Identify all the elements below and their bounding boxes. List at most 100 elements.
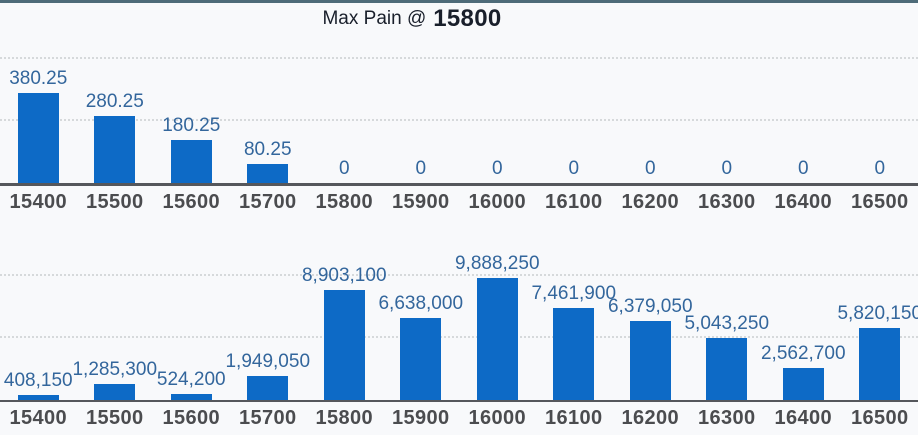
bottom-chart-x-axis-labels: 15400 15500 15600 15700 15800 15900 16000 16100…	[0, 402, 918, 435]
x-axis-label: 16300	[697, 190, 756, 213]
value-label: 180.25	[162, 115, 221, 137]
bar-column-15600: 524,200	[153, 368, 230, 400]
bar-column-16300: 0	[689, 159, 766, 183]
bar-column-16200: 0	[612, 159, 689, 183]
value-label: 6,638,000	[378, 292, 464, 314]
x-axis-label: 15900	[391, 407, 450, 429]
x-axis-label: 15900	[391, 190, 450, 213]
gridline	[0, 273, 918, 276]
bar[interactable]	[170, 393, 212, 400]
x-axis-label: 16100	[544, 190, 603, 213]
bar-column-15500: 280.25	[77, 92, 154, 183]
bar[interactable]	[17, 394, 59, 400]
value-label: 0	[721, 158, 733, 180]
value-label: 2,562,700	[760, 342, 846, 364]
x-axis-label: 15700	[238, 407, 297, 429]
x-axis-label: 15500	[85, 190, 144, 213]
x-axis-label: 15800	[315, 190, 374, 213]
bar-column-15700: 80.25	[230, 140, 307, 183]
value-label: 280.25	[85, 91, 144, 113]
x-axis-label: 16100	[544, 407, 603, 429]
bar-column-16400: 0	[765, 159, 842, 183]
bar[interactable]	[323, 289, 365, 400]
bar-column-15400: 408,150	[0, 369, 77, 400]
value-label: 1,949,050	[225, 350, 311, 372]
bar[interactable]	[94, 116, 136, 183]
gridline	[0, 57, 918, 59]
bar-column-15700: 1,949,050	[225, 351, 310, 400]
bar-column-15900: 6,638,000	[378, 293, 463, 400]
bar-column-15600: 180.25	[153, 116, 230, 183]
value-label: 7,461,900	[531, 282, 617, 304]
bar-column-16000: 9,888,250	[455, 253, 540, 400]
value-label: 80.25	[243, 139, 292, 161]
x-axis-label: 16000	[468, 190, 527, 213]
bar[interactable]	[247, 375, 289, 400]
bar[interactable]	[553, 307, 595, 400]
value-label: 0	[874, 158, 886, 180]
value-label: 524,200	[156, 368, 226, 390]
x-axis-label: 15800	[315, 407, 374, 429]
bar-column-16200: 6,379,050	[608, 296, 693, 400]
value-label: 0	[415, 158, 427, 180]
x-axis-label: 16200	[621, 407, 680, 429]
bar-column-15900: 0	[383, 159, 460, 183]
bar[interactable]	[859, 327, 901, 400]
value-label: 0	[644, 158, 656, 180]
x-axis-label: 15600	[162, 407, 221, 429]
title-prefix: Max Pain @	[322, 8, 427, 29]
x-axis-label: 16400	[774, 190, 833, 213]
x-axis-label: 16000	[468, 407, 527, 429]
value-label: 0	[568, 158, 580, 180]
bar[interactable]	[400, 317, 442, 400]
x-axis-label: 16300	[697, 407, 756, 429]
top-chart: 380.25 280.25 180.25 80.25 0 0 0 0 0 0 0 0 15400 155…	[0, 35, 918, 216]
bar[interactable]	[170, 140, 212, 183]
value-label: 8,903,100	[301, 264, 387, 286]
bar[interactable]	[247, 164, 289, 183]
page-title: Max Pain @ 15800	[0, 3, 918, 35]
bar[interactable]	[476, 277, 518, 400]
value-label: 6,379,050	[607, 295, 693, 317]
x-axis-label: 15400	[9, 407, 68, 429]
gridline	[0, 119, 918, 121]
x-axis-label: 16500	[850, 407, 909, 429]
top-chart-plot: 380.25 280.25 180.25 80.25 0 0 0 0 0 0 0 0	[0, 35, 918, 183]
x-axis-label: 16200	[621, 190, 680, 213]
x-axis-label: 15600	[162, 190, 221, 213]
value-label: 9,888,250	[454, 252, 540, 274]
value-label: 408,150	[3, 369, 73, 391]
bar[interactable]	[94, 383, 136, 400]
bottom-chart-plot: 408,150 1,285,300 524,200 1,949,050 8,903,10…	[0, 216, 918, 400]
bar-column-15800: 0	[306, 159, 383, 183]
value-label: 5,820,150	[837, 302, 918, 324]
bar-column-16000: 0	[459, 159, 536, 183]
top-chart-x-axis-line	[0, 183, 918, 186]
bar-column-16100: 7,461,900	[531, 283, 616, 400]
bar-column-15800: 8,903,100	[302, 265, 387, 400]
bar-column-15400: 380.25	[0, 69, 77, 183]
x-axis-label: 15700	[238, 190, 297, 213]
bar[interactable]	[629, 320, 671, 400]
value-label: 0	[797, 158, 809, 180]
bottom-chart-x-axis-line	[0, 399, 918, 402]
bar-column-16300: 5,043,250	[684, 313, 769, 400]
gridline	[0, 335, 918, 338]
value-label: 380.25	[9, 68, 68, 90]
bar-column-16500: 0	[842, 159, 918, 183]
bar[interactable]	[17, 93, 59, 183]
bar[interactable]	[782, 367, 824, 400]
x-axis-label: 15400	[9, 190, 68, 213]
value-label: 0	[491, 158, 503, 180]
bar-column-16400: 2,562,700	[761, 343, 846, 400]
bar-column-16100: 0	[536, 159, 613, 183]
bar-column-15500: 1,285,300	[72, 359, 157, 400]
x-axis-label: 15500	[85, 407, 144, 429]
title-max-pain-value: 15800	[433, 5, 502, 32]
bottom-chart: 408,150 1,285,300 524,200 1,949,050 8,903,10…	[0, 216, 918, 435]
top-chart-x-axis-labels: 15400 15500 15600 15700 15800 15900 16000 16100…	[0, 186, 918, 216]
value-label: 0	[338, 158, 350, 180]
bar[interactable]	[706, 337, 748, 400]
value-label: 1,285,300	[72, 358, 158, 380]
